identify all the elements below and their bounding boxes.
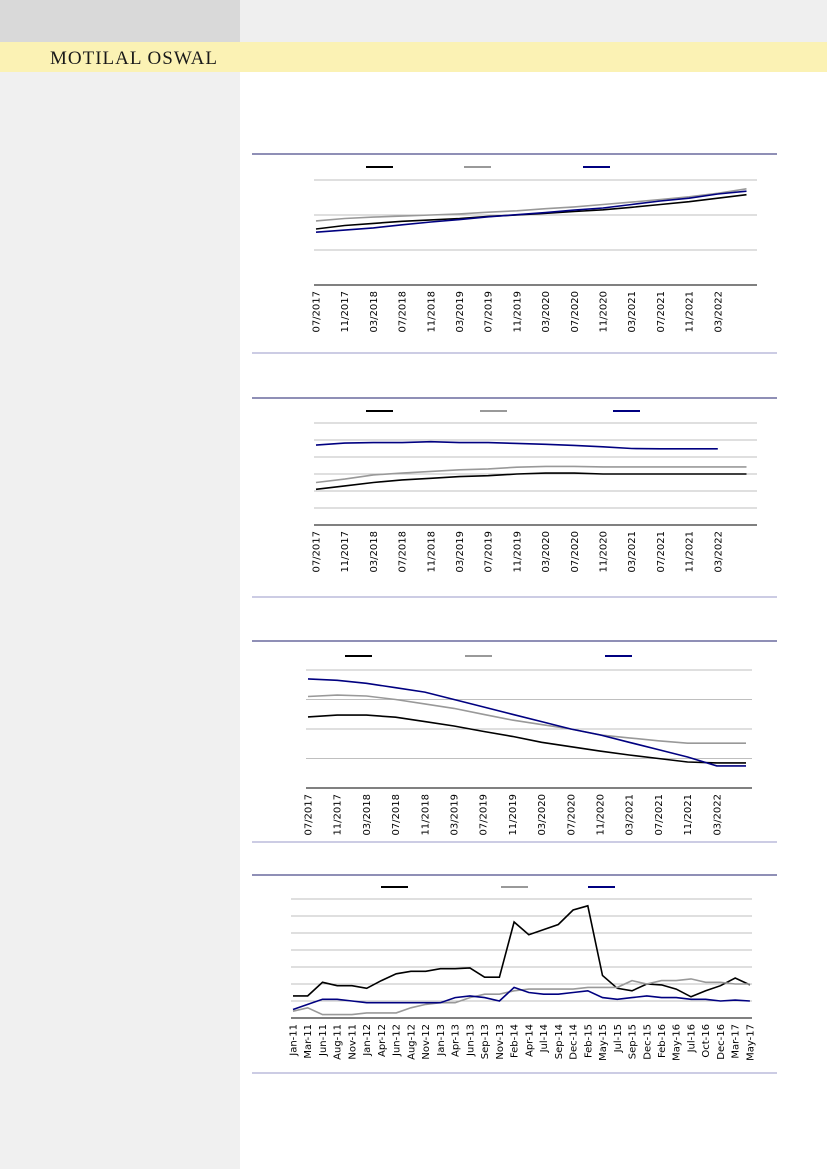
x-tick-label: 03/2022 — [713, 531, 724, 573]
x-tick-label: 07/2020 — [566, 794, 577, 836]
x-tick-label: 03/2018 — [369, 291, 380, 333]
x-tick-label: Jun-13 — [465, 1024, 476, 1057]
x-tick-label: 07/2018 — [391, 794, 402, 836]
series-line — [307, 694, 746, 744]
x-tick-label: 07/2017 — [304, 794, 315, 836]
sidebar — [0, 0, 240, 1169]
x-tick-label: 03/2019 — [455, 531, 466, 573]
x-tick-label: 11/2020 — [599, 291, 610, 333]
x-tick-label: 07/2021 — [656, 531, 667, 573]
x-tick-label: Jan-11 — [289, 1024, 300, 1057]
x-tick-label: 03/2022 — [712, 794, 723, 836]
x-tick-label: Apr-14 — [524, 1024, 535, 1057]
x-tick-label: 03/2018 — [369, 531, 380, 573]
x-tick-label: Dec-15 — [642, 1024, 653, 1060]
series-line — [315, 188, 747, 222]
x-tick-label: Feb-16 — [657, 1024, 668, 1058]
series-line — [315, 190, 747, 233]
series-line — [315, 472, 747, 491]
x-tick-label: 11/2018 — [420, 794, 431, 836]
x-tick-label: Sep-14 — [554, 1024, 565, 1059]
x-tick-label: Mar-11 — [303, 1024, 314, 1059]
x-tick-label: Apr-12 — [377, 1024, 388, 1057]
x-tick-label: May-15 — [598, 1024, 609, 1061]
x-tick-label: Feb-15 — [583, 1024, 594, 1058]
series-line — [307, 714, 746, 764]
x-tick-label: 07/2021 — [654, 794, 665, 836]
brand: MOTILAL OSWAL — [50, 48, 218, 69]
x-tick-label: 11/2019 — [512, 531, 523, 573]
x-tick-label: 11/2017 — [340, 531, 351, 573]
x-tick-label: Nov-11 — [347, 1024, 358, 1060]
x-tick-label: Oct-16 — [701, 1024, 712, 1058]
x-tick-label: 11/2021 — [683, 794, 694, 836]
x-tick-label: Jan-13 — [436, 1024, 447, 1057]
x-tick-label: 11/2020 — [596, 794, 607, 836]
series-line — [307, 678, 746, 767]
x-tick-label: 11/2018 — [426, 291, 437, 333]
x-tick-label: 03/2020 — [541, 291, 552, 333]
x-tick-label: Dec-14 — [569, 1024, 580, 1060]
x-tick-label: 03/2021 — [627, 531, 638, 573]
x-tick-label: 11/2020 — [599, 531, 610, 573]
x-tick-label: 07/2019 — [484, 291, 495, 333]
x-tick-label: 11/2021 — [685, 291, 696, 333]
x-tick-label: 03/2020 — [541, 531, 552, 573]
x-tick-label: May-17 — [745, 1024, 756, 1061]
series-line — [315, 465, 747, 484]
x-tick-label: Nov-13 — [495, 1024, 506, 1060]
x-tick-label: Mar-17 — [731, 1024, 742, 1059]
x-tick-label: 07/2021 — [656, 291, 667, 333]
x-tick-label: May-16 — [672, 1024, 683, 1061]
x-tick-label: 03/2021 — [627, 291, 638, 333]
x-tick-label: 07/2018 — [398, 291, 409, 333]
series-line — [293, 904, 751, 998]
brand-band — [0, 42, 827, 72]
x-tick-label: 11/2017 — [340, 291, 351, 333]
x-tick-label: Jul-15 — [613, 1024, 624, 1053]
x-tick-label: 07/2018 — [398, 531, 409, 573]
x-tick-label: Dec-16 — [716, 1024, 727, 1060]
x-tick-label: 11/2018 — [426, 531, 437, 573]
top-band-right — [240, 0, 827, 42]
x-tick-label: 07/2019 — [484, 531, 495, 573]
x-tick-label: Sep-15 — [628, 1024, 639, 1059]
x-tick-label: 11/2021 — [685, 531, 696, 573]
x-tick-label: 03/2020 — [537, 794, 548, 836]
x-tick-label: Jun-12 — [392, 1024, 403, 1057]
x-tick-label: Jun-11 — [318, 1024, 329, 1057]
x-tick-label: Nov-12 — [421, 1024, 432, 1060]
top-band-left — [0, 0, 240, 42]
x-tick-label: 07/2019 — [479, 794, 490, 836]
series-line — [292, 986, 750, 1011]
x-tick-label: 07/2017 — [312, 531, 323, 573]
x-tick-label: Jan-12 — [362, 1024, 373, 1057]
x-tick-label: 07/2020 — [570, 291, 581, 333]
x-tick-label: 11/2019 — [508, 794, 519, 836]
x-tick-label: 07/2017 — [312, 291, 323, 333]
series-line — [315, 440, 718, 450]
x-tick-label: 11/2019 — [512, 291, 523, 333]
x-tick-label: Jul-14 — [539, 1024, 550, 1053]
x-tick-label: Feb-14 — [510, 1024, 521, 1058]
x-tick-label: 03/2019 — [455, 291, 466, 333]
x-tick-label: 03/2022 — [713, 291, 724, 333]
x-tick-label: Jul-16 — [686, 1024, 697, 1053]
x-tick-label: Aug-12 — [406, 1024, 417, 1060]
x-tick-label: 03/2018 — [362, 794, 373, 836]
x-tick-label: Sep-13 — [480, 1024, 491, 1059]
x-tick-label: 07/2020 — [570, 531, 581, 573]
x-tick-label: 11/2017 — [333, 794, 344, 836]
x-tick-label: 03/2021 — [625, 794, 636, 836]
x-tick-label: Aug-11 — [333, 1024, 344, 1060]
x-tick-label: Apr-13 — [451, 1024, 462, 1057]
x-tick-label: 03/2019 — [450, 794, 461, 836]
